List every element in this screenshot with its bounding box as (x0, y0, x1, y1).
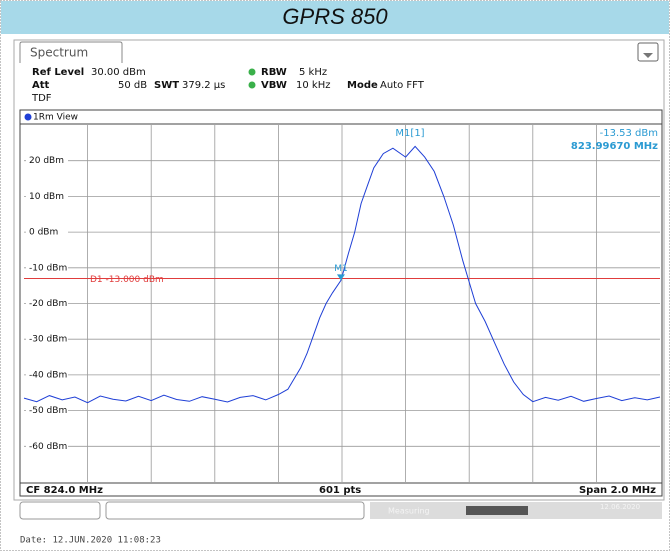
marker-label: M1 (334, 264, 348, 274)
marker-header: M1[1] (395, 128, 424, 139)
tick-label-bg (26, 404, 68, 417)
title-band (1, 1, 669, 34)
date: Date: 12.JUN.2020 11:08:23 (20, 536, 161, 546)
footer-pts: 601 pts (319, 485, 361, 496)
tick-label-bg (26, 261, 68, 274)
y-tick-label: -10 dBm (29, 263, 67, 273)
status-date: 12.06.2020 (600, 503, 640, 511)
tick-label-bg (26, 190, 68, 203)
info-label: Att (32, 80, 50, 91)
tab[interactable] (19, 41, 123, 63)
tick-label-bg (26, 297, 68, 310)
progress-bar (466, 506, 528, 515)
y-tick-label: -60 dBm (29, 442, 67, 452)
tick-label-bg (26, 440, 68, 453)
status-dot (248, 68, 256, 76)
info-label: RBW (261, 67, 287, 78)
y-tick-label: -30 dBm (29, 335, 67, 345)
marker-value: -13.53 dBm (600, 128, 658, 139)
info-value: 379.2 µs (182, 80, 225, 91)
info-value: 50 dB (118, 80, 147, 91)
y-tick-label: -40 dBm (29, 370, 67, 380)
tick-label-bg (26, 154, 68, 167)
y-tick-label: -50 dBm (29, 406, 67, 416)
footer-span: Span 2.0 MHz (579, 485, 656, 496)
y-tick-label: 10 dBm (29, 192, 64, 202)
info-value: TDF (31, 93, 52, 104)
view-label: 1Rm View (33, 113, 78, 123)
trace (23, 145, 661, 404)
status-box (105, 501, 365, 520)
plot-frame (19, 109, 663, 497)
info-value: 30.00 dBm (91, 67, 146, 78)
info-value: 5 kHz (299, 67, 327, 78)
info-label: SWT (154, 80, 179, 91)
y-tick-label: 0 dBm (29, 228, 58, 238)
info-label: Mode (347, 80, 378, 91)
marker-freq: 823.99670 MHz (571, 141, 658, 152)
marker (336, 274, 345, 281)
status-dot (248, 81, 256, 89)
title: GPRS 850 (282, 4, 388, 29)
menu-icon[interactable] (637, 42, 659, 62)
ref-line-label: D1 -13.000 dBm (90, 275, 164, 285)
view-dot (24, 113, 32, 121)
tick-label-bg (26, 333, 68, 346)
tick-label-bg (26, 368, 68, 381)
plot: 20 dBm 10 dBm 0 dBm -10 dBm -20 dBm -30 dBm -4… (23, 125, 661, 482)
footer-cf: CF 824.0 MHz (26, 485, 103, 496)
status-measuring: Measuring (388, 507, 430, 516)
status-box (19, 501, 101, 520)
info-label: Ref Level (32, 67, 84, 78)
y-tick-label: -20 dBm (29, 299, 67, 309)
info-value: 10 kHz (296, 80, 330, 91)
info-label: VBW (261, 80, 287, 91)
y-tick-label: 20 dBm (29, 156, 64, 166)
tab-label[interactable]: Spectrum (30, 46, 88, 60)
menu-icon-arrow (643, 53, 653, 58)
tick-label-bg (26, 226, 68, 239)
info-value: Auto FFT (380, 80, 425, 91)
